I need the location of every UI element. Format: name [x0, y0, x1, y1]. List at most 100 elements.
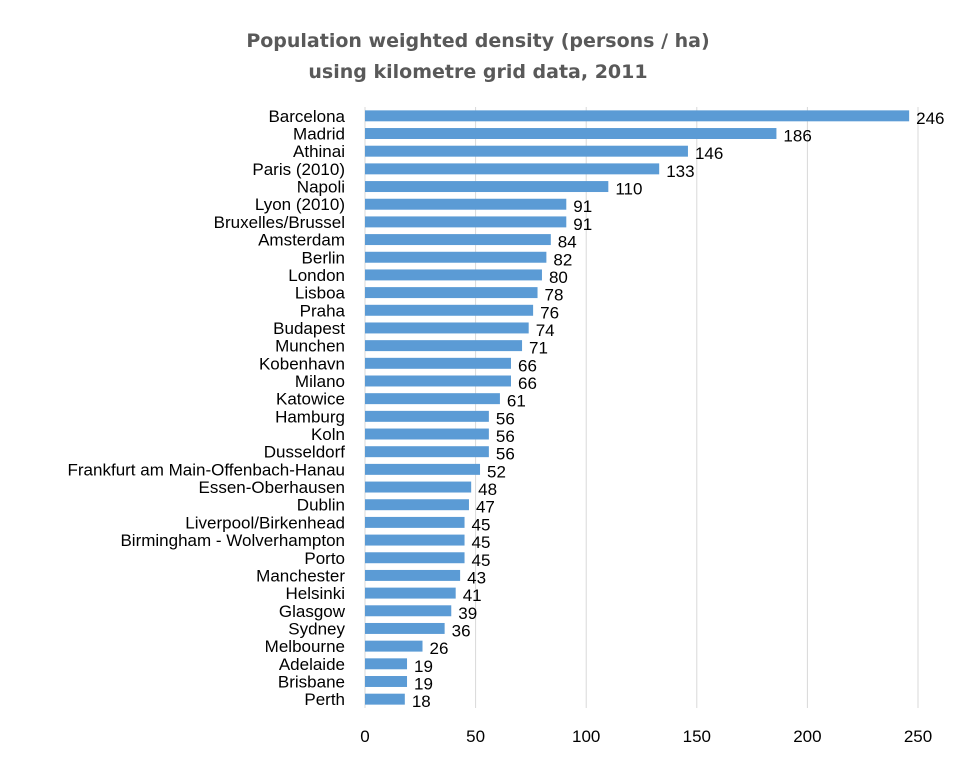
data-label: 133	[666, 162, 694, 181]
category-label: London	[288, 266, 345, 285]
category-label: Glasgow	[279, 602, 346, 621]
data-label: 41	[463, 586, 482, 605]
category-label: Adelaide	[279, 655, 345, 674]
x-tick-label: 0	[360, 727, 369, 746]
data-label: 84	[558, 233, 577, 252]
category-label: Kobenhavn	[259, 354, 345, 373]
data-label: 91	[573, 197, 592, 216]
category-label: Budapest	[273, 319, 345, 338]
data-label: 76	[540, 303, 559, 322]
data-label: 110	[615, 180, 642, 199]
bar	[365, 322, 529, 334]
x-tick-label: 150	[683, 727, 711, 746]
data-label: 56	[496, 427, 515, 446]
data-label: 56	[496, 445, 515, 464]
data-label: 146	[695, 144, 723, 163]
bar	[365, 251, 547, 263]
bar	[365, 287, 538, 299]
bar	[365, 269, 542, 281]
category-label: Dusseldorf	[264, 443, 346, 462]
bar	[365, 463, 481, 475]
category-label: Porto	[304, 549, 345, 568]
data-label: 61	[507, 392, 526, 411]
data-label: 26	[430, 639, 449, 658]
bar	[365, 110, 910, 122]
bar	[365, 569, 461, 581]
category-label: Bruxelles/Brussel	[214, 213, 345, 232]
category-label: Madrid	[293, 125, 345, 144]
data-label: 48	[478, 480, 497, 499]
category-label: Lyon (2010)	[255, 195, 345, 214]
category-label: Essen-Oberhausen	[199, 478, 345, 497]
data-label: 66	[518, 374, 537, 393]
bar	[365, 128, 777, 139]
bar	[365, 622, 445, 634]
category-label: Athinai	[293, 142, 345, 161]
category-label: Koln	[311, 425, 345, 444]
category-label: Lisboa	[295, 284, 346, 303]
bar	[365, 640, 423, 652]
category-label: Milano	[295, 372, 345, 391]
bar	[365, 163, 660, 175]
bar	[365, 357, 511, 369]
category-label: Hamburg	[275, 407, 345, 426]
category-label: Melbourne	[265, 637, 345, 656]
bar	[365, 516, 465, 528]
data-label: 71	[529, 339, 548, 358]
bar	[365, 234, 551, 246]
bar	[365, 428, 489, 440]
bar	[365, 410, 489, 422]
category-label: Sydney	[288, 619, 345, 638]
bar	[365, 393, 500, 405]
x-tick-label: 50	[466, 727, 485, 746]
data-label: 45	[472, 551, 491, 570]
data-label: 19	[414, 674, 433, 693]
category-label: Praha	[300, 301, 346, 320]
bar	[365, 304, 534, 316]
data-label: 45	[472, 533, 491, 552]
category-label: Manchester	[256, 566, 345, 585]
category-label: Napoli	[297, 178, 345, 197]
bar	[365, 676, 408, 687]
data-label: 78	[545, 286, 564, 305]
data-label: 47	[476, 498, 495, 517]
data-label: 36	[452, 621, 471, 640]
bar	[365, 145, 688, 157]
data-label: 82	[553, 250, 572, 269]
bar	[365, 693, 405, 705]
category-label: Munchen	[275, 337, 345, 356]
data-label: 66	[518, 356, 537, 375]
data-label: 56	[496, 409, 515, 428]
category-label: Birmingham - Wolverhampton	[120, 531, 345, 550]
bar	[365, 552, 465, 564]
data-label: 91	[573, 215, 592, 234]
category-label: Frankfurt am Main-Offenbach-Hanau	[68, 460, 345, 479]
x-tick-label: 100	[572, 727, 600, 746]
x-tick-labels: 0 50 100 150 200 250	[360, 727, 932, 746]
data-label: 74	[536, 321, 555, 340]
category-label: Perth	[304, 690, 345, 709]
bar	[365, 216, 567, 228]
category-label: Liverpool/Birkenhead	[185, 513, 345, 532]
bar	[365, 658, 408, 670]
bar	[365, 481, 472, 493]
bar	[365, 587, 456, 599]
data-label: 80	[549, 268, 568, 287]
bar	[365, 446, 489, 458]
x-tick-label: 200	[793, 727, 821, 746]
data-label: 52	[487, 462, 506, 481]
x-tick-label: 250	[904, 727, 932, 746]
bar	[365, 181, 609, 193]
bar	[365, 534, 465, 546]
category-label: Katowice	[276, 390, 345, 409]
data-label: 246	[916, 109, 944, 128]
data-labels: 2461861461331109191848280787674716666615…	[412, 109, 945, 711]
data-label: 45	[472, 515, 491, 534]
chart-subtitle: using kilometre grid data, 2011	[308, 61, 648, 83]
bar	[365, 605, 452, 617]
category-label: Barcelona	[268, 107, 345, 126]
bar	[365, 499, 469, 511]
chart-title-block: Population weighted density (persons / h…	[0, 26, 956, 88]
category-label: Berlin	[302, 248, 345, 267]
